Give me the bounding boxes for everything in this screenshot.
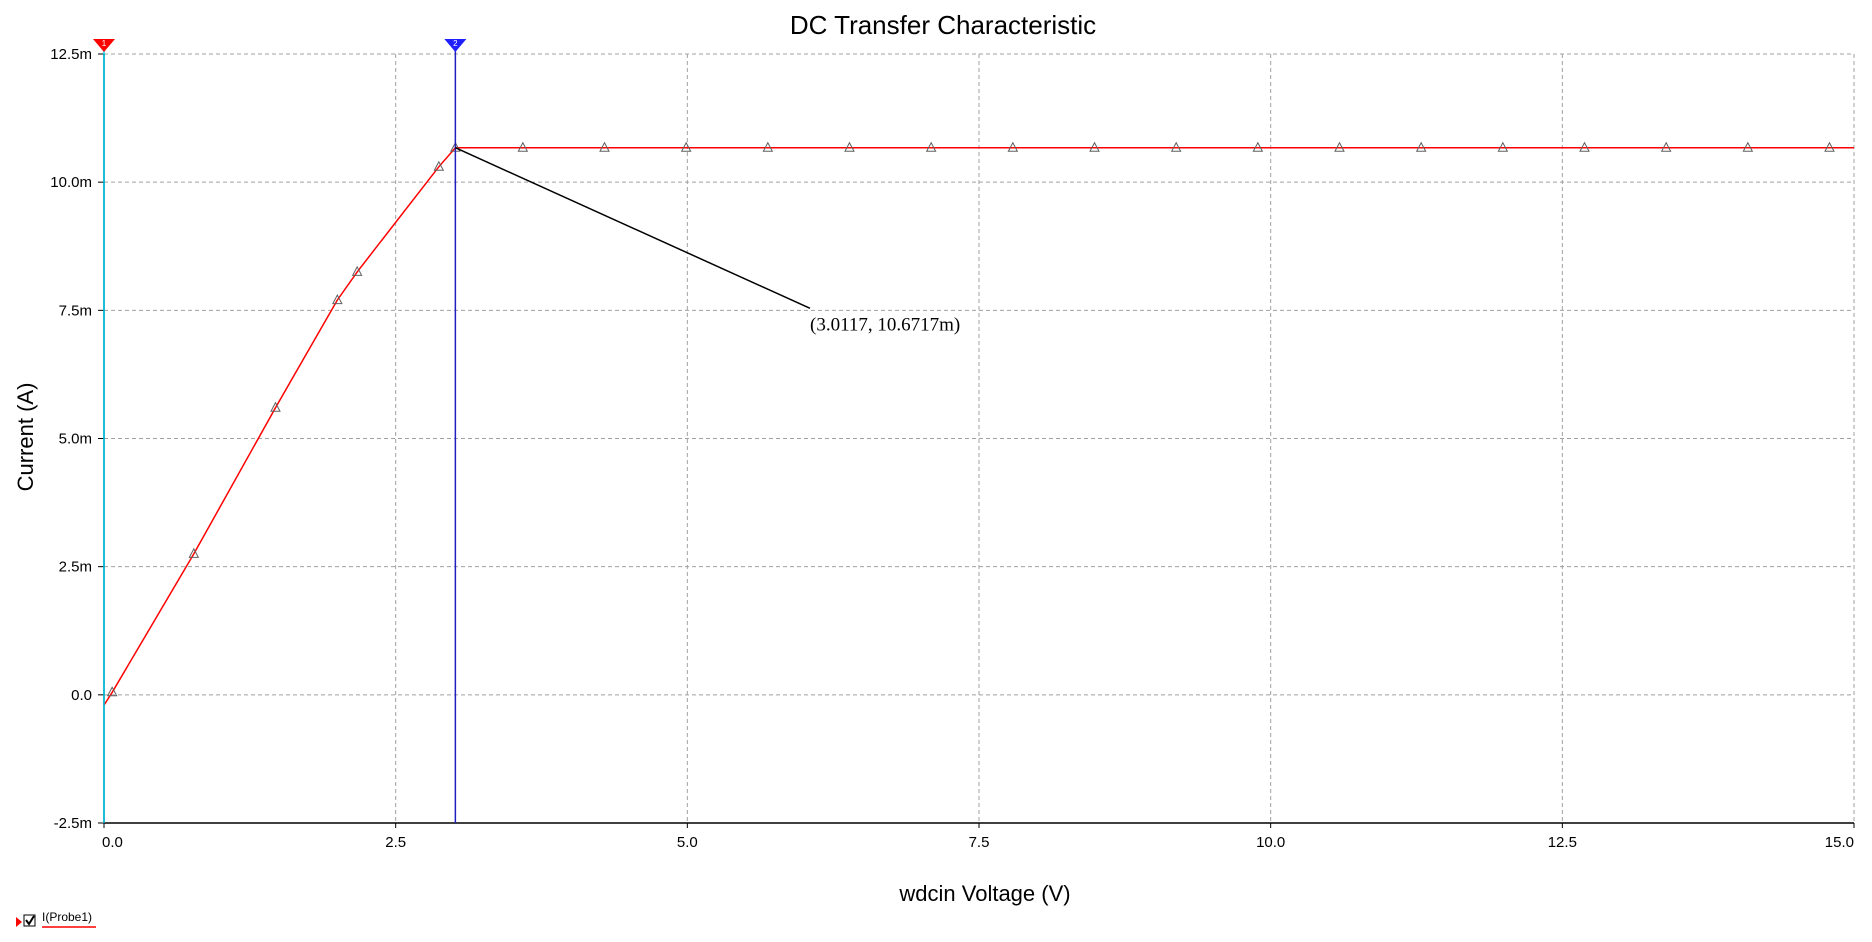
y-tick-label: -2.5m	[54, 815, 92, 832]
cursor-2-marker[interactable]	[444, 39, 467, 52]
y-tick-label: 7.5m	[59, 302, 92, 319]
data-point-marker	[1089, 141, 1100, 152]
cursor-1-id: 1	[102, 39, 107, 48]
legend-series-arrow-icon	[16, 917, 22, 927]
data-point-marker	[599, 141, 610, 152]
x-tick-label: 2.5	[385, 834, 406, 851]
data-point-marker	[1824, 141, 1835, 152]
data-point-marker	[1007, 141, 1019, 152]
annotation-label: (3.0117, 10.6717m)	[810, 314, 960, 335]
data-point-marker	[270, 401, 281, 412]
x-tick-label: 5.0	[677, 834, 698, 851]
data-point-marker	[680, 141, 692, 152]
x-tick-label: 15.0	[1825, 834, 1854, 851]
data-point-marker	[1170, 141, 1182, 152]
y-tick-label: 12.5m	[50, 46, 92, 63]
y-axis-label: Current (A)	[13, 383, 38, 492]
y-tick-label: 10.0m	[50, 174, 92, 191]
x-tick-label: 7.5	[969, 834, 990, 851]
data-point-marker	[1252, 141, 1264, 152]
cursor-2-id: 2	[453, 39, 458, 48]
data-point-marker	[517, 141, 529, 152]
series-layer	[103, 141, 1854, 706]
checkmark-icon	[25, 915, 35, 926]
legend[interactable]: I(Probe1)	[16, 910, 96, 928]
y-tick-label: 2.5m	[59, 559, 92, 576]
data-point-marker	[433, 160, 445, 171]
x-tick-label: 12.5	[1548, 834, 1577, 851]
data-point-marker	[1334, 141, 1345, 152]
data-point-marker	[351, 265, 363, 276]
cursor-1-marker[interactable]	[93, 39, 115, 52]
data-point-marker	[762, 141, 774, 152]
chart-title: DC Transfer Characteristic	[790, 10, 1096, 40]
data-point-marker	[925, 141, 937, 152]
data-point-marker	[188, 547, 200, 558]
legend-label: I(Probe1)	[42, 910, 92, 924]
x-tick-label: 0.0	[102, 834, 123, 851]
y-tick-label: 0.0	[71, 687, 92, 704]
x-axis-label: wdcin Voltage (V)	[898, 881, 1070, 906]
annotation-leader-line	[455, 147, 811, 310]
series-line-probe1	[103, 146, 1854, 706]
grid	[104, 54, 1854, 823]
y-tick-label: 5.0m	[59, 431, 92, 448]
x-axis-ticks: 0.0 2.5 5.0 7.5 10.0 12.5 15.0	[102, 823, 1855, 851]
data-point-marker	[1497, 141, 1509, 152]
annotation-layer: (3.0117, 10.6717m)	[455, 147, 960, 335]
data-point-marker	[844, 141, 855, 152]
y-axis-ticks: -2.5m 0.0 2.5m 5.0m 7.5m 10.0m 12.5m	[50, 46, 104, 832]
data-point-marker	[332, 294, 343, 305]
data-point-marker	[1660, 141, 1672, 152]
legend-checkbox[interactable]	[23, 914, 36, 927]
data-point-marker	[1742, 141, 1754, 152]
data-point-marker	[106, 686, 118, 697]
data-point-marker	[1579, 141, 1590, 152]
x-tick-label: 10.0	[1256, 834, 1285, 851]
data-point-marker	[1415, 141, 1427, 152]
